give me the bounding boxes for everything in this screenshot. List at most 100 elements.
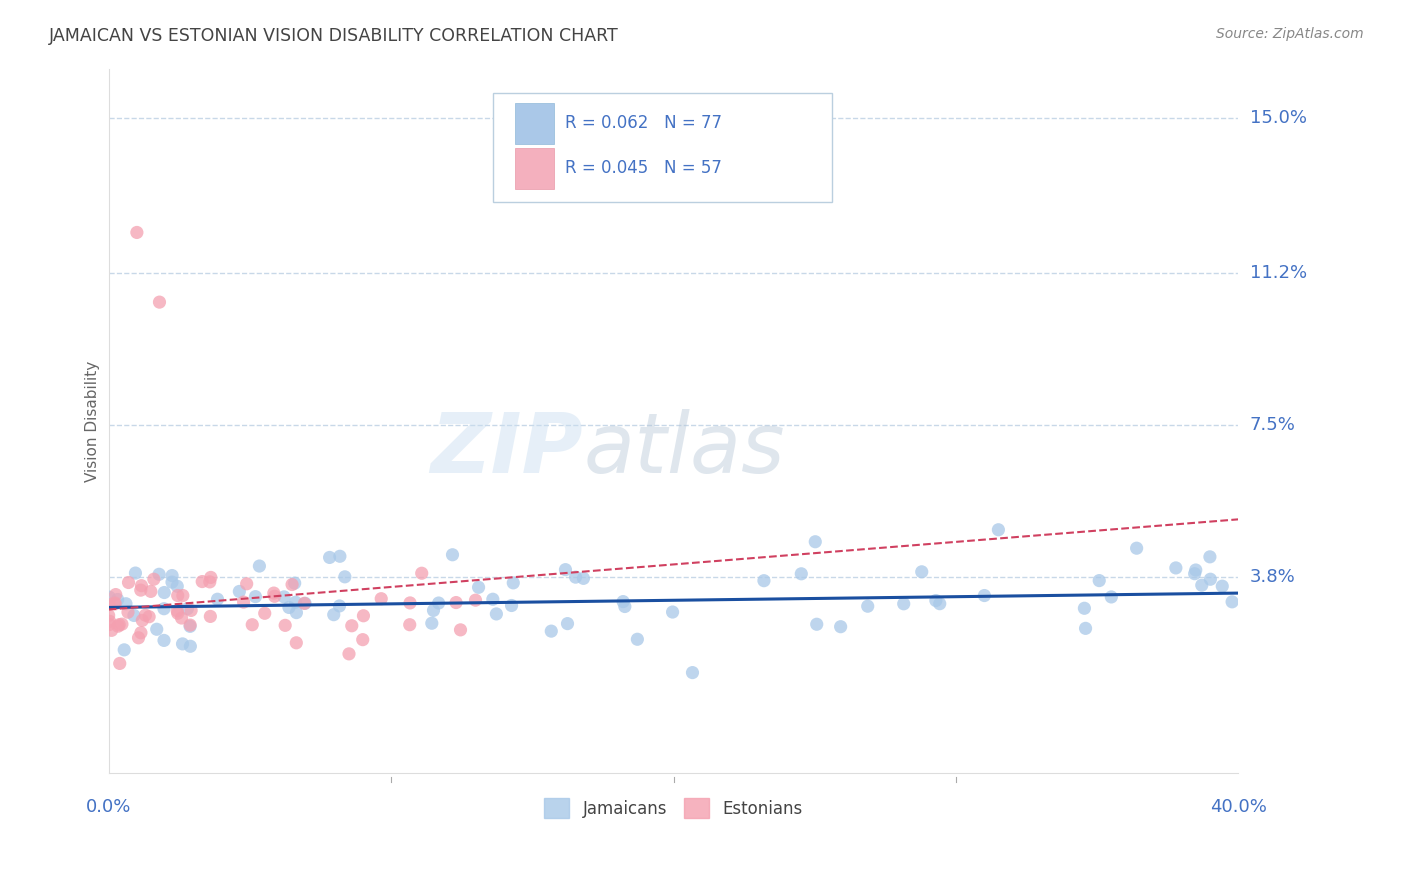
Point bbox=[228, 584, 250, 599]
Point bbox=[128, 631, 150, 645]
Point bbox=[179, 619, 201, 633]
Text: 3.8%: 3.8% bbox=[1250, 567, 1295, 586]
Point bbox=[973, 589, 995, 603]
Point bbox=[804, 534, 827, 549]
Point bbox=[117, 605, 139, 619]
Point bbox=[160, 575, 183, 590]
Point bbox=[125, 226, 148, 240]
Point bbox=[928, 597, 950, 611]
Point bbox=[274, 618, 297, 632]
Point bbox=[427, 596, 450, 610]
Point bbox=[411, 566, 433, 581]
Point bbox=[240, 617, 263, 632]
Point bbox=[285, 636, 308, 650]
Point bbox=[294, 596, 316, 610]
Point bbox=[318, 550, 340, 565]
Point bbox=[1211, 579, 1233, 593]
Point bbox=[328, 599, 350, 613]
Point bbox=[117, 575, 139, 590]
Point bbox=[107, 619, 129, 633]
Point bbox=[790, 566, 813, 581]
Legend: Jamaicans, Estonians: Jamaicans, Estonians bbox=[538, 791, 810, 825]
Point bbox=[1191, 578, 1213, 592]
Point bbox=[235, 576, 257, 591]
Point bbox=[179, 618, 201, 632]
Point bbox=[352, 632, 374, 647]
Point bbox=[98, 590, 121, 604]
Point bbox=[198, 574, 221, 589]
Point bbox=[322, 607, 344, 622]
Text: Source: ZipAtlas.com: Source: ZipAtlas.com bbox=[1216, 27, 1364, 41]
Point bbox=[422, 603, 444, 617]
Point bbox=[333, 570, 356, 584]
Text: 7.5%: 7.5% bbox=[1250, 416, 1295, 434]
Point bbox=[129, 583, 152, 598]
Point bbox=[893, 597, 915, 611]
Point bbox=[564, 570, 586, 584]
Point bbox=[179, 640, 201, 654]
Point bbox=[1199, 572, 1222, 586]
Point bbox=[107, 592, 129, 607]
Point bbox=[398, 617, 420, 632]
Point bbox=[1199, 549, 1222, 564]
Point bbox=[148, 295, 170, 310]
Point bbox=[1125, 541, 1147, 556]
Point bbox=[176, 601, 198, 615]
Point bbox=[131, 579, 153, 593]
FancyBboxPatch shape bbox=[516, 103, 554, 145]
Point bbox=[263, 586, 285, 600]
Point bbox=[200, 570, 222, 584]
Point bbox=[100, 624, 122, 638]
Point bbox=[104, 597, 127, 611]
Point bbox=[501, 599, 523, 613]
Point bbox=[830, 620, 852, 634]
Point bbox=[444, 596, 467, 610]
Text: 11.2%: 11.2% bbox=[1250, 264, 1306, 283]
Point bbox=[138, 609, 160, 624]
Point bbox=[112, 643, 135, 657]
Point bbox=[111, 617, 134, 632]
Point bbox=[464, 593, 486, 607]
Y-axis label: Vision Disability: Vision Disability bbox=[86, 360, 100, 482]
Point bbox=[153, 633, 176, 648]
Text: 40.0%: 40.0% bbox=[1211, 798, 1267, 816]
Point bbox=[131, 614, 153, 628]
Point bbox=[1074, 621, 1097, 635]
Point bbox=[337, 647, 360, 661]
Text: R = 0.062   N = 77: R = 0.062 N = 77 bbox=[565, 114, 723, 132]
Point bbox=[122, 608, 145, 623]
Point bbox=[1184, 566, 1206, 581]
Point bbox=[98, 597, 121, 611]
Point bbox=[263, 589, 285, 603]
Point bbox=[145, 622, 167, 636]
Point bbox=[1099, 590, 1122, 604]
Point bbox=[987, 523, 1010, 537]
Point bbox=[482, 592, 505, 607]
Point bbox=[399, 596, 422, 610]
Point bbox=[245, 590, 267, 604]
Point bbox=[285, 606, 308, 620]
Point bbox=[661, 605, 683, 619]
Point bbox=[170, 611, 193, 625]
Point bbox=[925, 593, 948, 607]
Point bbox=[1164, 561, 1187, 575]
Point bbox=[129, 625, 152, 640]
Point bbox=[232, 595, 254, 609]
Point bbox=[108, 657, 131, 671]
Point bbox=[153, 585, 176, 599]
Point bbox=[172, 589, 194, 603]
Point bbox=[115, 597, 138, 611]
Point bbox=[467, 580, 489, 594]
Point bbox=[626, 632, 648, 647]
Point bbox=[294, 596, 316, 610]
Point bbox=[273, 590, 295, 604]
Point bbox=[166, 606, 188, 620]
Point bbox=[124, 566, 146, 580]
Point bbox=[166, 604, 188, 618]
Point bbox=[98, 617, 121, 632]
Point bbox=[278, 600, 301, 615]
Point bbox=[540, 624, 562, 639]
Point bbox=[104, 596, 127, 610]
Point bbox=[134, 608, 156, 623]
Point bbox=[166, 589, 188, 603]
